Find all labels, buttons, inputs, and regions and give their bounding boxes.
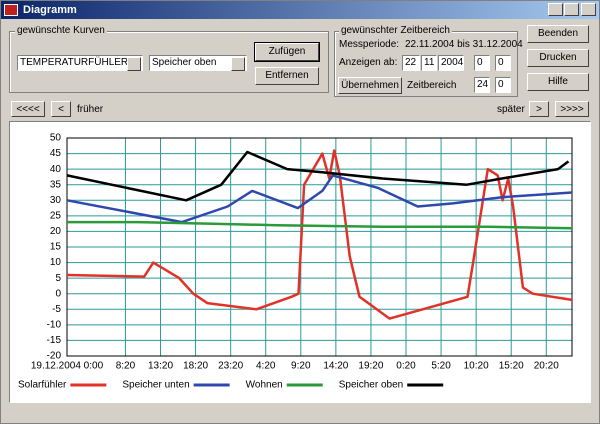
later-label: später xyxy=(497,104,525,115)
close-button[interactable]: Beenden xyxy=(527,25,589,43)
legend-label: Wohnen xyxy=(246,380,283,391)
app-icon xyxy=(4,4,18,16)
chart: -20 -15 -10 -5 0 5 10 15 20 25 30 35 40 45 50 19.12.200… xyxy=(18,133,573,391)
curve-combo[interactable]: Speicher oben xyxy=(149,55,247,71)
window-title: Diagramm xyxy=(23,4,77,16)
y-tick-label: 35 xyxy=(50,179,62,190)
series-line xyxy=(67,220,573,230)
prev-button[interactable]: < xyxy=(51,101,71,117)
next-button[interactable]: > xyxy=(529,101,549,117)
show-from-label: Anzeigen ab: xyxy=(339,57,398,68)
last-button[interactable]: >>>> xyxy=(555,101,589,117)
range-hours-field[interactable]: 24 xyxy=(474,77,490,93)
first-button[interactable]: <<<< xyxy=(11,101,45,117)
earlier-label: früher xyxy=(77,104,104,115)
x-tick-label: 0:20 xyxy=(396,361,416,372)
curves-group xyxy=(9,31,329,93)
title-bar: Diagramm xyxy=(1,1,599,19)
legend-label: Solarfühler xyxy=(18,380,67,391)
series-line xyxy=(66,174,573,224)
combo-text: Speicher oben xyxy=(152,57,217,68)
x-tick-label: 19.12.2004 0:00 xyxy=(31,361,104,372)
period-label: Messperiode: xyxy=(339,39,400,50)
y-tick-label: -15 xyxy=(47,335,62,346)
add-button[interactable]: Zufügen xyxy=(254,42,320,62)
y-tick-label: -10 xyxy=(47,319,62,330)
print-button[interactable]: Drucken xyxy=(527,49,589,67)
y-tick-label: -5 xyxy=(52,304,61,315)
y-tick-label: 10 xyxy=(50,257,62,268)
x-tick-label: 19:20 xyxy=(358,361,383,372)
hour-field[interactable]: 0 xyxy=(474,55,490,71)
combo-arrow xyxy=(127,57,141,71)
help-button[interactable]: Hilfe xyxy=(527,73,589,91)
group-label: gewünschter Zeitbereich xyxy=(339,25,452,36)
remove-button[interactable]: Entfernen xyxy=(255,67,319,85)
legend-label: Speicher oben xyxy=(339,380,404,391)
x-tick-label: 10:20 xyxy=(464,361,489,372)
period-value: 22.11.2004 bis 31.12.2004 xyxy=(405,39,523,50)
minimize-button[interactable] xyxy=(548,3,563,16)
range-label: Zeitbereich xyxy=(407,80,457,91)
x-tick-label: 8:20 xyxy=(116,361,136,372)
y-tick-label: 40 xyxy=(50,164,62,175)
series-line xyxy=(66,150,570,202)
combo-arrow xyxy=(231,57,245,71)
x-tick-label: 20:20 xyxy=(534,361,559,372)
y-tick-label: 30 xyxy=(50,195,62,206)
close-window-button[interactable] xyxy=(581,3,596,16)
x-tick-label: 4:20 xyxy=(256,361,276,372)
y-tick-label: -20 xyxy=(47,351,62,362)
sensor-combo[interactable]: TEMPERATURFÜHLER xyxy=(17,55,143,71)
y-tick-label: 45 xyxy=(50,148,62,159)
legend-label: Speicher unten xyxy=(122,380,189,391)
y-tick-label: 20 xyxy=(50,226,62,237)
x-tick-label: 18:20 xyxy=(183,361,208,372)
maximize-button[interactable] xyxy=(564,3,579,16)
x-tick-label: 5:20 xyxy=(431,361,451,372)
x-tick-label: 9:20 xyxy=(291,361,311,372)
year-field[interactable]: 2004 xyxy=(438,55,464,71)
x-tick-label: 23:20 xyxy=(218,361,243,372)
y-tick-label: 50 xyxy=(50,133,62,144)
plot-frame xyxy=(66,137,573,357)
range-minutes-field[interactable]: 0 xyxy=(495,77,511,93)
combo-text: TEMPERATURFÜHLER xyxy=(20,57,129,68)
apply-button[interactable]: Übernehmen xyxy=(338,77,402,94)
y-tick-label: 5 xyxy=(55,273,61,284)
chart-panel: -20 -15 -10 -5 0 5 10 15 20 25 30 35 40 45 50 19.12.200… xyxy=(9,121,591,403)
month-field[interactable]: 11 xyxy=(421,55,437,71)
series-line xyxy=(66,149,573,320)
x-tick-label: 15:20 xyxy=(499,361,524,372)
y-tick-label: 25 xyxy=(50,210,62,221)
y-tick-label: 15 xyxy=(50,242,62,253)
minute-field[interactable]: 0 xyxy=(495,55,511,71)
x-tick-label: 14:20 xyxy=(323,361,348,372)
day-field[interactable]: 22 xyxy=(402,55,420,71)
group-label: gewünschte Kurven xyxy=(15,25,107,36)
y-tick-label: 0 xyxy=(55,288,61,299)
x-tick-label: 13:20 xyxy=(148,361,173,372)
